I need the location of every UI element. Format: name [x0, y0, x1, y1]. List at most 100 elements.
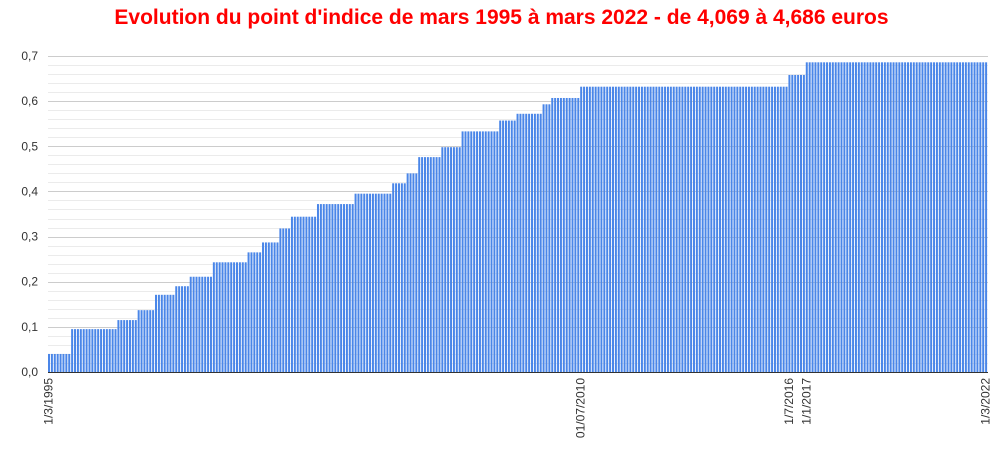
- bar: [895, 62, 898, 372]
- y-tick-labels: 0,0 0,1 0,2 0,3 0,4 0,5 0,6 0,7: [21, 49, 38, 379]
- bar: [831, 62, 834, 372]
- bar: [241, 262, 244, 372]
- bar: [666, 86, 669, 372]
- bar: [94, 329, 97, 372]
- bar: [973, 62, 976, 372]
- bar: [476, 131, 479, 372]
- bar: [120, 320, 123, 372]
- chart-title: Evolution du point d'indice de mars 1995…: [114, 6, 889, 29]
- bar: [533, 113, 536, 372]
- bar: [886, 62, 889, 372]
- bar: [898, 62, 901, 372]
- bar: [85, 329, 88, 372]
- bar: [146, 310, 149, 372]
- bar: [953, 62, 956, 372]
- bar: [117, 320, 120, 372]
- bar: [403, 183, 406, 372]
- bar: [195, 276, 198, 372]
- bar: [493, 131, 496, 372]
- bar: [316, 204, 319, 372]
- bar: [499, 120, 502, 372]
- bar: [883, 62, 886, 372]
- bar: [140, 310, 143, 372]
- bar: [652, 86, 655, 372]
- bar: [635, 86, 638, 372]
- bar: [426, 157, 429, 372]
- bar: [273, 242, 276, 372]
- bar: [169, 294, 172, 372]
- bar: [562, 97, 565, 373]
- bar: [823, 62, 826, 372]
- bar: [612, 86, 614, 372]
- bar: [681, 86, 684, 372]
- bar: [343, 204, 346, 372]
- bar: [880, 62, 883, 372]
- bar: [53, 353, 56, 372]
- y-tick-label: 0,0: [21, 365, 38, 379]
- bar: [742, 86, 745, 372]
- bar: [102, 329, 105, 372]
- x-tick-label: 01/07/2010: [574, 378, 588, 438]
- bar: [123, 320, 126, 372]
- bar: [736, 86, 739, 372]
- bar: [733, 86, 736, 372]
- bar: [643, 86, 646, 372]
- bar: [377, 193, 380, 372]
- bar: [620, 86, 623, 372]
- bar: [328, 204, 331, 372]
- bar: [872, 62, 875, 372]
- bar: [97, 329, 100, 372]
- bar: [967, 62, 970, 372]
- bar: [675, 86, 678, 372]
- bar: [557, 97, 560, 373]
- bar: [655, 86, 658, 372]
- bar: [204, 276, 207, 372]
- bar: [756, 86, 759, 372]
- bar: [640, 86, 643, 372]
- bar: [739, 86, 742, 372]
- bar: [285, 228, 288, 372]
- bar: [802, 74, 805, 373]
- bar: [678, 86, 681, 372]
- bar: [470, 131, 473, 372]
- bar: [348, 204, 351, 372]
- bar: [105, 329, 108, 372]
- bar: [418, 157, 421, 372]
- bar: [406, 173, 409, 372]
- bar: [259, 252, 262, 372]
- bar: [565, 97, 568, 373]
- bar: [221, 262, 224, 372]
- bar: [189, 276, 192, 372]
- bar: [904, 62, 907, 372]
- bar: [528, 113, 531, 372]
- bar: [181, 286, 184, 372]
- x-tick-label: 1/3/2022: [979, 378, 993, 425]
- bar: [944, 62, 947, 372]
- bar: [632, 86, 635, 372]
- bar: [577, 97, 580, 373]
- bar: [649, 86, 652, 372]
- bar: [366, 193, 369, 372]
- bar: [50, 353, 53, 372]
- x-tick-label: 1/3/1995: [42, 378, 56, 425]
- bar: [363, 193, 366, 372]
- bar: [88, 329, 91, 372]
- bar: [438, 157, 441, 372]
- bar: [397, 183, 400, 372]
- bar: [950, 62, 953, 372]
- bar: [961, 62, 964, 372]
- bar: [458, 147, 461, 372]
- bar: [892, 62, 895, 372]
- bar: [455, 147, 458, 372]
- bar: [143, 310, 146, 372]
- bar: [244, 262, 247, 372]
- bar: [238, 262, 241, 372]
- bar: [134, 320, 137, 372]
- bar: [828, 62, 831, 372]
- bar: [484, 131, 487, 372]
- bar: [982, 62, 985, 372]
- bar: [580, 86, 583, 372]
- bar: [276, 242, 279, 372]
- bar: [808, 62, 811, 372]
